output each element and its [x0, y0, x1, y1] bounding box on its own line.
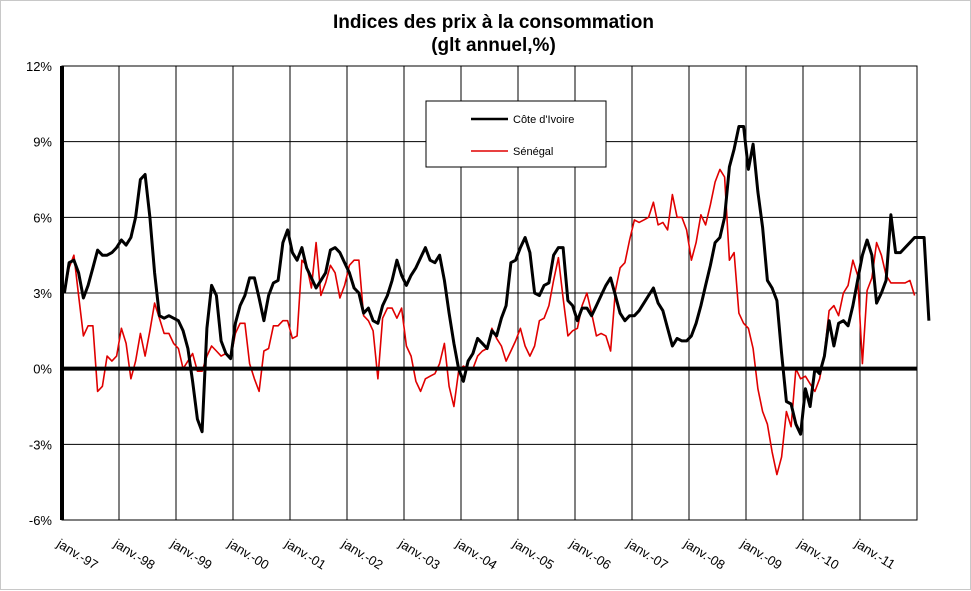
x-tick-label: janv.-99 — [168, 535, 215, 572]
legend-label-cote-divoire: Côte d'Ivoire — [513, 114, 574, 126]
chart-subtitle: (glt annuel,%) — [431, 35, 556, 56]
chart-title: Indices des prix à la consommation (glt … — [1, 11, 971, 57]
x-tick-label: janv.-06 — [567, 535, 614, 572]
x-tick-label: janv.-04 — [453, 535, 500, 572]
x-axis-ticks: janv.-97 janv.-98 janv.-99 janv.-00 janv.-01… — [54, 535, 898, 572]
y-tick-label: 3% — [33, 286, 52, 301]
x-tick-label: janv.-11 — [852, 535, 898, 572]
x-tick-label: janv.-01 — [282, 535, 329, 572]
legend: Côte d'Ivoire Sénégal — [425, 100, 607, 168]
x-tick-label: janv.-10 — [795, 535, 842, 572]
series-layer — [62, 125, 931, 476]
x-tick-label: janv.-00 — [225, 535, 272, 572]
x-tick-label: janv.-07 — [624, 535, 671, 572]
y-tick-label: 12% — [26, 59, 52, 74]
y-tick-label: 9% — [33, 135, 52, 150]
axes — [60, 66, 917, 520]
x-tick-label: janv.-09 — [738, 535, 785, 572]
y-tick-label: -6% — [29, 513, 53, 528]
y-tick-label: 6% — [33, 210, 52, 225]
x-tick-label: janv.-02 — [339, 535, 386, 572]
x-tick-label: janv.-08 — [681, 535, 728, 572]
y-tick-label: -3% — [29, 437, 53, 452]
legend-box — [425, 100, 607, 168]
chart-title-main: Indices des prix à la consommation — [333, 12, 654, 33]
x-tick-label: janv.-05 — [510, 535, 557, 572]
x-tick-label: janv.-98 — [111, 535, 158, 572]
series-line-cote-divoire — [62, 125, 931, 436]
x-tick-label: janv.-03 — [396, 535, 443, 572]
y-tick-label: 0% — [33, 362, 52, 377]
legend-label-senegal: Sénégal — [513, 146, 553, 158]
y-axis-ticks: 12% 9% 6% 3% 0% -3% -6% — [26, 59, 52, 528]
x-tick-label: janv.-97 — [54, 535, 101, 572]
